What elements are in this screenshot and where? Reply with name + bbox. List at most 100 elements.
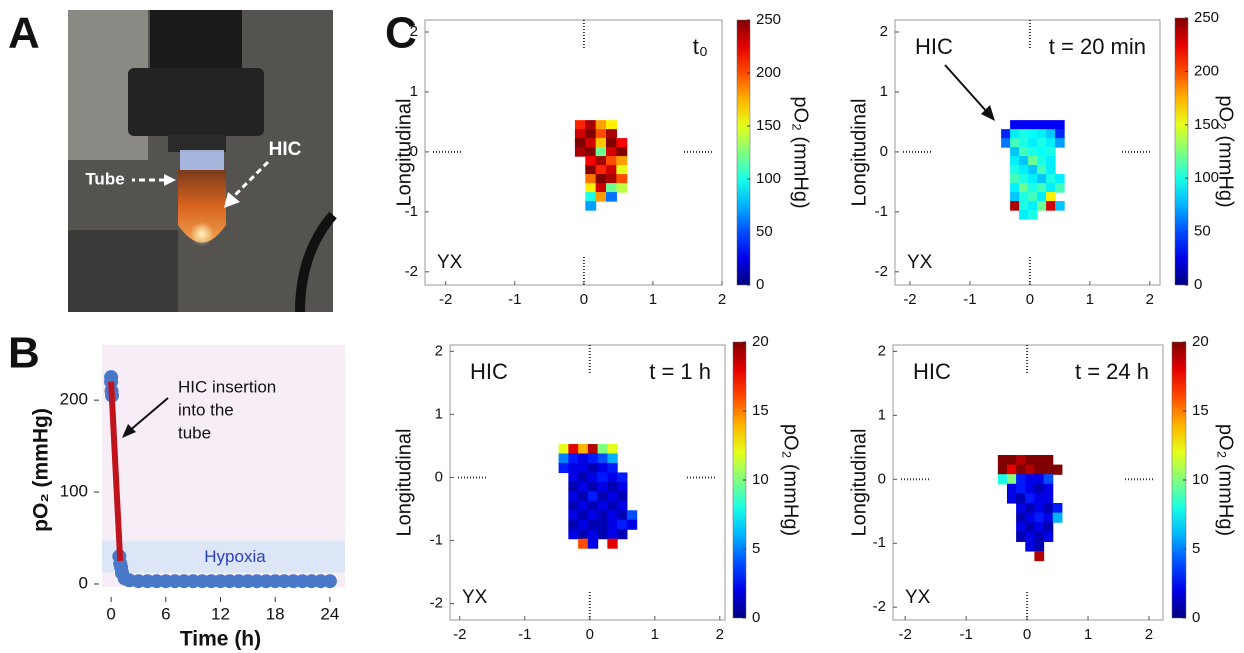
heatmap-cell: [997, 474, 1008, 485]
heatmap-cell: [587, 462, 599, 474]
heatmap-cell: [606, 147, 617, 157]
heatmap-cell: [595, 147, 607, 157]
heatmap-cell: [607, 500, 618, 511]
heatmap-cell: [1046, 129, 1056, 139]
heatmap-cell: [997, 455, 1008, 466]
heatmap-cell: [616, 138, 628, 148]
x-tick-label: -2: [453, 626, 466, 643]
heatmap-cell: [1025, 502, 1036, 514]
heatmap-cell: [1055, 120, 1065, 130]
panel-label: B: [8, 329, 40, 378]
hic-label: HIC: [913, 359, 951, 384]
heatmap-cell: [1052, 464, 1063, 475]
heatmap-cell: [626, 510, 638, 521]
heatmap-cell: [1025, 464, 1036, 475]
heatmap-cell: [597, 491, 608, 502]
annotation-arrow-head: [122, 424, 136, 438]
y-axis-label: pO₂ (mmHg): [30, 408, 53, 532]
heatmap-cell: [1028, 174, 1038, 184]
heatmap-cell: [1055, 174, 1065, 184]
data-point: [322, 574, 337, 589]
heatmap-cell: [607, 538, 618, 549]
heatmap-cell: [1046, 147, 1056, 157]
heatmap-cell: [578, 481, 589, 492]
heatmap-cell: [1046, 174, 1056, 184]
plot-frame: [424, 19, 723, 286]
heatmap-cell: [1037, 147, 1047, 157]
arrow-head: [224, 192, 240, 208]
y-tick-label: 2: [435, 342, 443, 359]
heatmap-cell: [1019, 192, 1029, 202]
heatmap-cell: [574, 147, 586, 157]
heatmap-cell: [1046, 183, 1056, 193]
heatmap-cell: [1019, 201, 1029, 211]
corner-label: YX: [905, 587, 931, 608]
heatmap-cell: [1010, 156, 1020, 166]
nut: [128, 68, 264, 136]
heatmap-cell: [1028, 120, 1038, 130]
colorbar-tick-label: 0: [752, 609, 760, 626]
heatmap-cell: [1028, 183, 1038, 193]
heatmap-cell: [1019, 120, 1029, 130]
heatmap-cell: [568, 472, 579, 483]
heatmap-cell: [1006, 493, 1017, 504]
heatmap-cell: [1043, 455, 1054, 466]
heatmap-cell: [1006, 455, 1017, 466]
x-tick-label: 1: [651, 626, 659, 643]
x-tick-label: 2: [718, 291, 726, 308]
heatmap-cell: [1001, 138, 1011, 148]
heatmap-cell: [1034, 502, 1045, 514]
corner-label: YX: [437, 252, 463, 273]
heatmap-cell: [1028, 201, 1038, 211]
heatmap-cell: [1019, 183, 1029, 193]
heatmap-cell: [1025, 522, 1036, 533]
heatmap-cell: [617, 519, 628, 530]
heatmap-cell: [597, 500, 608, 511]
corner-label: YX: [462, 587, 488, 608]
heatmap-cell: [587, 481, 599, 492]
y-tick-label: 0: [880, 143, 888, 160]
heatmap-cell: [585, 192, 597, 202]
heatmap-cell: [1034, 531, 1045, 542]
colorbar-label: pO₂ (mmHg): [1215, 95, 1237, 207]
heatmap-cell: [607, 462, 618, 474]
heatmap-cell: [1016, 464, 1026, 475]
y-tick-label: 1: [878, 406, 886, 423]
heatmap-cell: [587, 538, 599, 549]
x-tick-label: 2: [1145, 626, 1153, 643]
heatmap-cell: [1019, 174, 1029, 184]
heatmap-cell: [595, 183, 607, 193]
panel-label: A: [8, 9, 40, 58]
hypoxia-band: [102, 540, 345, 573]
colorbar-tick-label: 0: [756, 276, 764, 293]
heatmap-cell: [568, 529, 579, 540]
time-label: t₀: [693, 34, 708, 59]
heatmap-cell: [1037, 192, 1047, 202]
heatmap-cell: [617, 481, 628, 492]
colorbar-label: pO₂ (mmHg): [780, 424, 802, 536]
heatmap-cell: [1037, 174, 1047, 184]
heatmap-cell: [1055, 201, 1065, 211]
heatmap-cell: [1010, 138, 1020, 148]
heatmap-cell: [1016, 512, 1026, 523]
x-tick-label: 0: [586, 626, 594, 643]
heatmap-cell: [617, 491, 628, 502]
x-tick-label: 24: [320, 604, 339, 623]
heatmap-cell: [1019, 138, 1029, 148]
colorbar-tick-label: 150: [756, 117, 781, 134]
heatmap-cell: [587, 519, 599, 530]
heatmap-cell: [1055, 129, 1065, 139]
heatmap-cell: [607, 519, 618, 530]
y-tick-label: 1: [435, 405, 443, 422]
heatmap-cell: [1010, 165, 1020, 175]
heatmap-cell: [1034, 474, 1045, 485]
heatmap-cell: [1010, 174, 1020, 184]
heatmap-cell: [606, 156, 617, 166]
x-tick-label: -2: [439, 291, 452, 308]
cap: [150, 10, 242, 70]
heatmap-cell: [1046, 138, 1056, 148]
x-tick-label: 1: [1086, 291, 1094, 308]
heatmap-cell: [1055, 138, 1065, 148]
x-tick-label: -1: [508, 291, 521, 308]
